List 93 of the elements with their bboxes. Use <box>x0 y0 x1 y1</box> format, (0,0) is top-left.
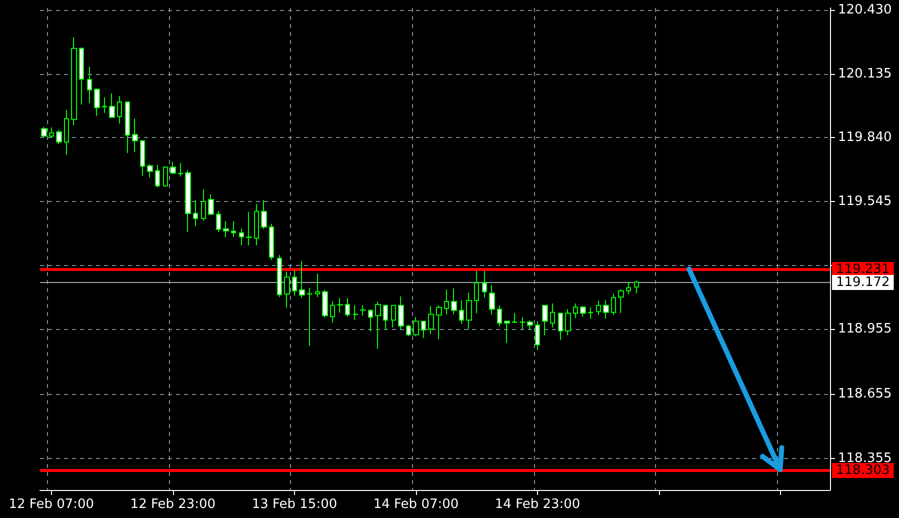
candlestick <box>216 210 221 233</box>
candlestick <box>56 129 62 144</box>
candlestick <box>201 188 206 222</box>
x-tick-label: 14 Feb 23:00 <box>494 497 580 512</box>
candlestick <box>375 301 381 350</box>
candlestick <box>147 164 153 178</box>
candlestick <box>360 304 366 316</box>
candlestick <box>284 271 290 308</box>
x-tick-label: 13 Feb 15:00 <box>252 497 338 512</box>
candlestick <box>383 304 388 330</box>
candlestick <box>322 289 328 318</box>
candlestick <box>580 306 586 318</box>
candlestick <box>178 162 183 178</box>
candlestick <box>307 287 312 347</box>
candlestick <box>444 288 449 315</box>
candlestick <box>269 223 274 261</box>
candlestick <box>239 228 244 246</box>
candlestick <box>550 302 555 328</box>
candlestick <box>451 288 457 315</box>
candlestick <box>421 320 426 339</box>
candlestick <box>459 300 464 324</box>
candlestick <box>474 270 479 314</box>
candlestick <box>634 280 639 294</box>
candlestick <box>231 220 236 238</box>
candlestick <box>535 320 540 350</box>
candlestick <box>132 118 138 153</box>
candlestick <box>603 300 609 320</box>
candlestick <box>497 304 502 327</box>
candlestick <box>223 220 229 238</box>
y-tick-label: 120.430 <box>838 2 892 18</box>
candlestick <box>140 140 145 176</box>
candlestick <box>64 110 69 156</box>
y-tick-label: 118.955 <box>838 321 892 336</box>
candlestick <box>345 298 350 318</box>
ref-line-label: 119.172 <box>836 275 890 290</box>
candlestick <box>254 204 259 246</box>
candlestick <box>413 316 419 337</box>
candlestick <box>618 289 624 314</box>
candlestick <box>163 166 168 188</box>
candlestick <box>299 260 305 298</box>
candlestick <box>185 170 191 233</box>
candlestick <box>102 96 107 114</box>
candlestick <box>489 284 495 315</box>
candlestick <box>542 304 548 336</box>
candlestick <box>261 200 267 230</box>
candlestick <box>482 270 487 298</box>
candlestick <box>87 66 92 104</box>
candlestick <box>527 320 533 330</box>
candlestick <box>337 298 343 314</box>
candlestick <box>49 127 54 139</box>
candlestick <box>512 312 517 324</box>
x-tick-label: 12 Feb 23:00 <box>130 497 216 512</box>
candlestick <box>208 194 214 216</box>
candlestick <box>626 281 631 294</box>
candlestick <box>330 300 335 323</box>
y-tick-label: 119.545 <box>838 194 892 209</box>
candlestick <box>391 304 396 328</box>
candlestick <box>573 302 578 318</box>
candlestick <box>406 324 411 337</box>
ref-line-label: 119.231 <box>836 262 890 278</box>
candlestick <box>277 254 282 298</box>
x-tick-label: 14 Feb 07:00 <box>373 497 459 512</box>
candlestick <box>596 300 601 316</box>
candlestick <box>565 308 571 336</box>
y-tick-label: 118.655 <box>838 386 892 402</box>
x-tick-label: 12 Feb 07:00 <box>8 497 94 512</box>
candlestick <box>436 304 442 340</box>
candlestick <box>71 36 77 126</box>
candlestick <box>94 88 100 116</box>
candlestick <box>125 101 130 154</box>
candlestick <box>428 306 434 335</box>
candlestick <box>611 293 616 316</box>
candlestick <box>170 161 176 174</box>
candlestick <box>246 212 252 246</box>
candlestick <box>41 126 47 138</box>
candlestick <box>193 200 198 227</box>
candlestick <box>368 308 373 332</box>
candlestick <box>398 296 404 330</box>
candlestick <box>117 96 122 124</box>
candlestick <box>292 270 297 296</box>
y-tick-label: 120.135 <box>838 66 892 82</box>
candlestick <box>353 304 358 320</box>
candlestick <box>466 292 472 330</box>
candlestick <box>520 316 525 330</box>
candlestick <box>315 273 320 298</box>
candlestick <box>558 312 563 340</box>
candlestick <box>79 47 84 106</box>
y-tick-label: 119.840 <box>838 130 892 146</box>
candlestick <box>504 320 510 344</box>
candlestick <box>588 306 593 320</box>
candlestick <box>155 164 160 188</box>
ref-line-label: 118.303 <box>836 463 890 478</box>
candlestick <box>109 92 115 118</box>
